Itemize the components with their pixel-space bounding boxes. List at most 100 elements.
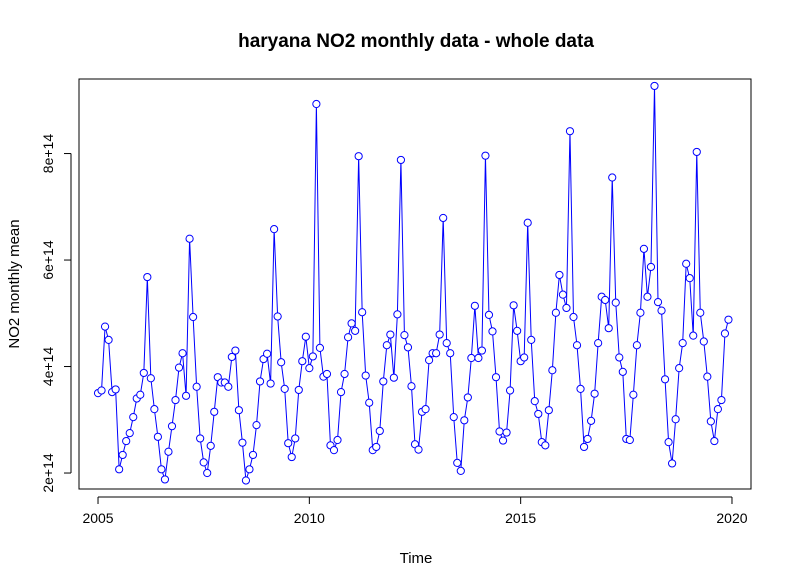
data-point <box>579 442 589 452</box>
data-point <box>157 465 166 474</box>
data-point <box>287 452 296 462</box>
data-point <box>255 377 265 386</box>
data-point <box>104 335 113 345</box>
data-point <box>315 343 325 352</box>
data-point <box>206 441 215 450</box>
data-point <box>361 371 370 380</box>
data-point <box>351 326 360 335</box>
data-point <box>470 301 479 310</box>
data-point <box>224 382 233 391</box>
data-point <box>379 377 388 386</box>
data-point <box>527 335 536 345</box>
data-point <box>125 428 134 438</box>
data-point <box>601 295 610 305</box>
data-point <box>372 442 381 452</box>
data-point <box>122 436 131 446</box>
data-point <box>192 382 201 391</box>
data-point <box>646 262 656 272</box>
x-tick-label: 2005 <box>82 510 113 526</box>
data-point <box>639 244 649 253</box>
data-point <box>203 468 212 478</box>
data-point <box>424 356 434 365</box>
data-point <box>396 155 406 165</box>
data-point <box>129 413 138 422</box>
data-point <box>354 152 363 161</box>
data-point <box>442 339 451 348</box>
x-tick-label: 2020 <box>716 510 747 526</box>
data-point <box>555 270 564 280</box>
data-point <box>565 127 575 136</box>
series-line <box>97 85 729 481</box>
data-point <box>720 329 730 338</box>
data-point <box>308 352 317 361</box>
data-point <box>301 332 310 341</box>
data-point <box>277 358 286 367</box>
data-point <box>710 436 719 446</box>
data-point <box>692 147 701 157</box>
data-point <box>146 374 155 383</box>
chart-title: haryana NO2 monthly data - whole data <box>238 31 594 52</box>
data-point <box>488 327 497 336</box>
data-point <box>382 341 391 350</box>
data-point <box>696 308 705 317</box>
data-point <box>270 225 279 234</box>
data-point <box>358 308 367 317</box>
data-point <box>569 312 578 322</box>
data-point <box>541 441 550 450</box>
data-point <box>294 385 303 395</box>
data-point <box>446 349 455 358</box>
data-point <box>196 434 205 443</box>
data-point <box>608 173 617 182</box>
data-point <box>456 466 465 475</box>
data-point <box>100 322 110 331</box>
data-point <box>636 308 645 317</box>
data-point <box>498 436 508 445</box>
data-point <box>653 298 663 307</box>
x-tick-label: 2015 <box>505 510 536 526</box>
data-point <box>678 339 687 348</box>
data-point <box>150 405 159 414</box>
data-point <box>164 447 173 456</box>
data-point <box>699 337 708 346</box>
data-point <box>199 458 208 467</box>
data-point <box>706 417 715 426</box>
data-point <box>238 438 247 447</box>
data-point <box>668 459 677 468</box>
data-point <box>160 475 170 484</box>
data-point <box>576 384 585 393</box>
data-point <box>252 421 261 430</box>
data-point <box>625 435 634 445</box>
data-point <box>284 439 293 448</box>
data-point <box>305 364 314 373</box>
data-point <box>136 390 145 399</box>
data-point <box>167 422 177 431</box>
data-point <box>234 406 243 415</box>
data-point <box>400 331 409 340</box>
data-point <box>558 290 568 299</box>
data-point <box>717 395 726 405</box>
data-point <box>97 386 106 395</box>
data-point <box>403 343 413 352</box>
data-point <box>724 315 733 324</box>
y-tick-label: 6e+14 <box>40 240 56 280</box>
x-axis: 2005 2010 2015 2020 <box>82 496 748 526</box>
data-point <box>435 330 444 339</box>
data-point <box>660 375 670 384</box>
data-point <box>245 465 254 474</box>
data-point <box>657 306 666 315</box>
data-point <box>329 446 339 455</box>
data-point <box>530 397 539 406</box>
data-point <box>322 369 332 379</box>
data-point <box>611 298 620 307</box>
data-point <box>386 330 395 339</box>
data-point <box>139 368 148 378</box>
data-point <box>266 379 275 388</box>
data-point <box>333 435 342 445</box>
plot-frame <box>78 78 752 490</box>
data-point <box>273 312 282 321</box>
data-point <box>340 369 349 379</box>
data-point <box>432 349 441 358</box>
data-point <box>210 407 219 416</box>
x-tick-label: 2010 <box>294 510 325 526</box>
data-point <box>491 373 501 382</box>
